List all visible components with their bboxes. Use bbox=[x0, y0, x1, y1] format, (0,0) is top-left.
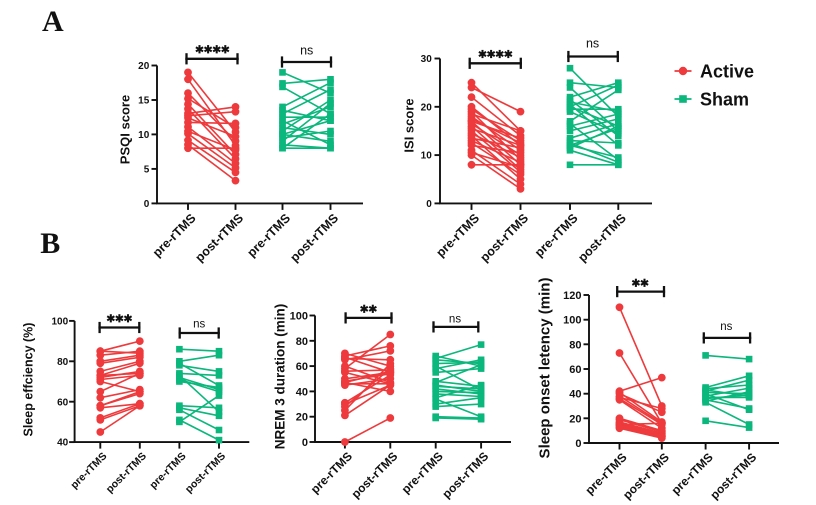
svg-text:40: 40 bbox=[57, 438, 69, 449]
svg-text:80: 80 bbox=[296, 336, 308, 348]
svg-text:20: 20 bbox=[138, 61, 150, 72]
svg-text:20: 20 bbox=[421, 102, 433, 113]
svg-text:80: 80 bbox=[57, 357, 69, 368]
svg-text:100: 100 bbox=[52, 317, 69, 328]
svg-text:ns: ns bbox=[720, 321, 732, 333]
svg-text:40: 40 bbox=[569, 389, 581, 401]
svg-text:60: 60 bbox=[569, 364, 581, 376]
svg-text:60: 60 bbox=[296, 361, 308, 373]
svg-text:ns: ns bbox=[193, 319, 205, 331]
svg-text:0: 0 bbox=[302, 437, 308, 449]
svg-text:ns: ns bbox=[300, 44, 313, 58]
svg-text:100: 100 bbox=[563, 315, 581, 327]
svg-text:20: 20 bbox=[569, 413, 581, 425]
svg-text:80: 80 bbox=[569, 339, 581, 351]
svg-text:Sleep onset letency (min): Sleep onset letency (min) bbox=[537, 278, 554, 459]
svg-text:40: 40 bbox=[296, 386, 308, 398]
svg-text:Sham: Sham bbox=[700, 89, 749, 109]
svg-text:PSQI score: PSQI score bbox=[118, 95, 133, 164]
svg-text:10: 10 bbox=[421, 151, 433, 162]
svg-text:5: 5 bbox=[144, 165, 150, 176]
svg-text:ISI score: ISI score bbox=[402, 98, 417, 152]
svg-text:60: 60 bbox=[57, 397, 69, 408]
svg-text:B: B bbox=[40, 227, 60, 260]
svg-text:ns: ns bbox=[586, 36, 599, 50]
svg-text:30: 30 bbox=[421, 54, 433, 65]
svg-text:Sleep effciency (%): Sleep effciency (%) bbox=[22, 323, 36, 437]
svg-text:10: 10 bbox=[138, 130, 150, 141]
svg-text:100: 100 bbox=[290, 311, 308, 323]
svg-text:A: A bbox=[42, 5, 64, 38]
svg-text:0: 0 bbox=[426, 199, 432, 210]
svg-text:20: 20 bbox=[296, 412, 308, 424]
svg-text:120: 120 bbox=[563, 290, 581, 302]
svg-text:15: 15 bbox=[138, 96, 150, 107]
svg-text:0: 0 bbox=[575, 438, 581, 450]
svg-text:ns: ns bbox=[449, 314, 461, 326]
svg-text:0: 0 bbox=[144, 199, 150, 210]
svg-text:NREM 3 duration (min): NREM 3 duration (min) bbox=[273, 304, 288, 450]
svg-text:Active: Active bbox=[700, 61, 754, 81]
